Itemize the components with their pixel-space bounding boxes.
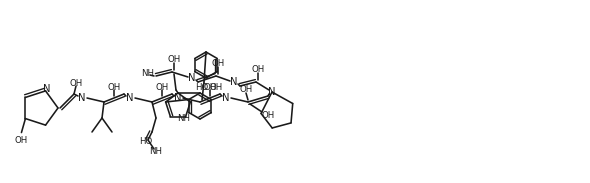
Text: NH: NH <box>142 70 155 79</box>
Text: N: N <box>188 73 196 83</box>
Text: OH: OH <box>15 136 28 145</box>
Text: NH: NH <box>177 114 190 123</box>
Text: OH: OH <box>240 85 253 94</box>
Text: OH: OH <box>107 83 120 92</box>
Text: OH: OH <box>211 59 225 68</box>
Text: N: N <box>78 93 86 103</box>
Text: N: N <box>268 87 276 97</box>
Text: N: N <box>230 77 238 87</box>
Text: OH: OH <box>209 83 222 92</box>
Text: HO: HO <box>139 137 153 147</box>
Text: N: N <box>222 93 230 103</box>
Text: OH: OH <box>155 83 169 92</box>
Text: N: N <box>43 84 50 94</box>
Text: OH: OH <box>70 79 83 89</box>
Text: N: N <box>174 93 182 103</box>
Text: OH: OH <box>168 55 181 64</box>
Text: OH: OH <box>204 83 217 92</box>
Text: NH: NH <box>149 147 162 156</box>
Text: HO: HO <box>195 83 209 92</box>
Text: OH: OH <box>251 66 265 74</box>
Text: N: N <box>126 93 134 103</box>
Text: OH: OH <box>261 111 274 120</box>
